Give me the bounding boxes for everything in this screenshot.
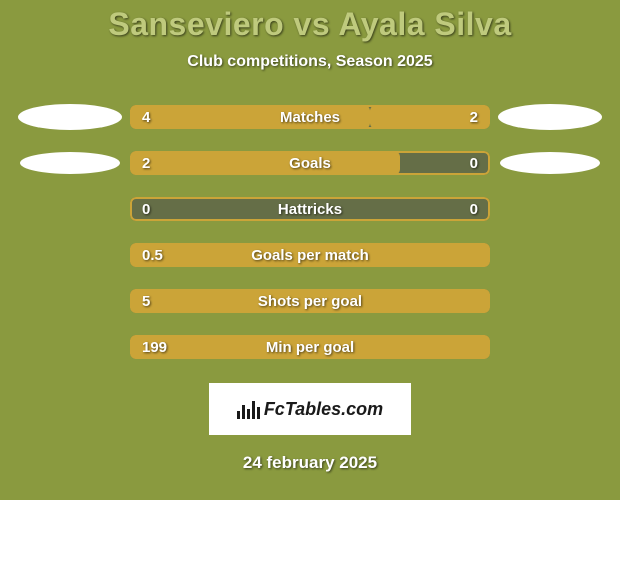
left-marker: [10, 104, 130, 130]
stat-rows: 42Matches20Goals00Hattricks0.5Goals per …: [0, 105, 620, 359]
left-value: 199: [130, 335, 179, 359]
stat-row: 0 0Hattricks: [10, 197, 610, 221]
subtitle: Club competitions, Season 2025: [0, 53, 620, 71]
right-value: 0: [458, 197, 490, 221]
ellipse-icon: [18, 104, 122, 130]
logo-text: FcTables.com: [264, 399, 383, 420]
right-marker: [490, 104, 610, 130]
stat-label: Hattricks: [130, 197, 490, 221]
logo-box: FcTables.com: [209, 383, 411, 435]
ellipse-icon: [500, 152, 600, 174]
stat-row: 20Goals: [10, 151, 610, 175]
bar-fill-left: [130, 335, 490, 359]
bar-fill-left: [130, 105, 370, 129]
left-value: 2: [130, 151, 162, 175]
bar-track: 20Goals: [130, 151, 490, 175]
bar-track: 0 0Hattricks: [130, 197, 490, 221]
bar-fill-left: [130, 151, 400, 175]
left-value: 5: [130, 289, 162, 313]
logo-icon: [237, 399, 260, 419]
bar-track: 199Min per goal: [130, 335, 490, 359]
footer-date: 24 february 2025: [0, 453, 620, 473]
ellipse-icon: [20, 152, 120, 174]
left-value: 4: [130, 105, 162, 129]
left-value: 0.5: [130, 243, 175, 267]
left-marker: [10, 152, 130, 174]
stat-row: 42Matches: [10, 105, 610, 129]
bar-fill-left: [130, 289, 490, 313]
page-title: Sanseviero vs Ayala Silva: [0, 6, 620, 43]
bar-border: [130, 197, 490, 221]
stats-card: Sanseviero vs Ayala Silva Club competiti…: [0, 0, 620, 500]
bar-fill-left: [130, 243, 490, 267]
ellipse-icon: [498, 104, 602, 130]
bar-track: 0.5Goals per match: [130, 243, 490, 267]
stat-row: 5Shots per goal: [10, 289, 610, 313]
right-marker: [490, 152, 610, 174]
right-value: 2: [458, 105, 490, 129]
left-value: 0: [130, 197, 162, 221]
bar-track: 42Matches: [130, 105, 490, 129]
bar-track: 5Shots per goal: [130, 289, 490, 313]
stat-row: 0.5Goals per match: [10, 243, 610, 267]
stat-row: 199Min per goal: [10, 335, 610, 359]
right-value: 0: [458, 151, 490, 175]
